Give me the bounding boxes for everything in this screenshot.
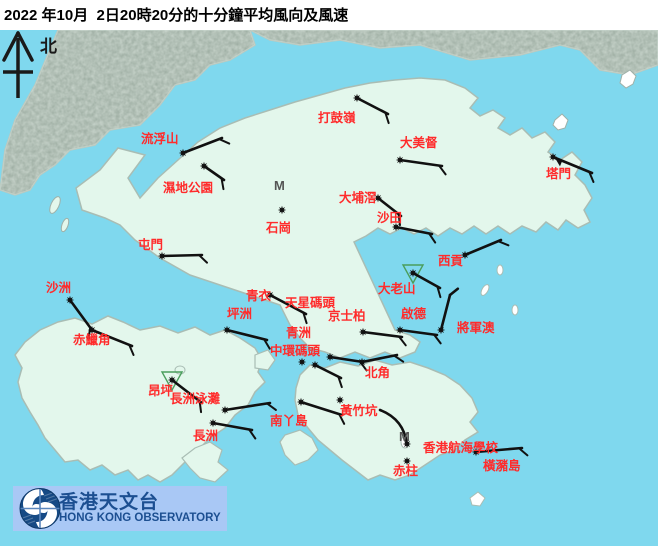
svg-text:塔門: 塔門 bbox=[546, 166, 571, 181]
svg-text:昂坪: 昂坪 bbox=[148, 383, 174, 398]
svg-text:屯門: 屯門 bbox=[138, 237, 163, 252]
svg-text:將軍澳: 將軍澳 bbox=[457, 320, 495, 335]
svg-text:青衣: 青衣 bbox=[246, 288, 272, 303]
svg-text:M: M bbox=[399, 429, 410, 444]
svg-text:赤柱: 赤柱 bbox=[393, 463, 419, 478]
svg-text:M: M bbox=[274, 178, 285, 193]
svg-text:啟德: 啟德 bbox=[401, 306, 427, 321]
svg-text:流浮山: 流浮山 bbox=[141, 131, 179, 146]
svg-text:大老山: 大老山 bbox=[378, 281, 416, 296]
svg-text:中環碼頭: 中環碼頭 bbox=[270, 343, 321, 358]
svg-text:橫瀦島: 橫瀦島 bbox=[483, 458, 521, 473]
svg-text:天星碼頭: 天星碼頭 bbox=[285, 295, 336, 310]
svg-text:長洲: 長洲 bbox=[193, 428, 218, 443]
svg-text:石崗: 石崗 bbox=[265, 220, 291, 235]
svg-text:沙田: 沙田 bbox=[377, 211, 402, 225]
svg-text:西貢: 西貢 bbox=[438, 254, 464, 268]
svg-text:大埔滘: 大埔滘 bbox=[339, 190, 377, 205]
svg-text:濕地公園: 濕地公園 bbox=[163, 180, 213, 195]
svg-text:南丫島: 南丫島 bbox=[270, 413, 308, 428]
svg-text:赤鱲角: 赤鱲角 bbox=[73, 332, 111, 347]
svg-text:青洲: 青洲 bbox=[286, 325, 311, 340]
svg-text:大美督: 大美督 bbox=[400, 135, 438, 150]
svg-text:京士柏: 京士柏 bbox=[328, 308, 366, 323]
svg-text:沙洲: 沙洲 bbox=[46, 281, 71, 295]
svg-text:黃竹坑: 黃竹坑 bbox=[339, 403, 378, 418]
svg-text:北角: 北角 bbox=[365, 365, 390, 380]
svg-text:坪洲: 坪洲 bbox=[227, 307, 252, 321]
svg-text:香港航海學校: 香港航海學校 bbox=[422, 440, 499, 455]
svg-text:打鼓嶺: 打鼓嶺 bbox=[318, 110, 356, 125]
svg-text:長洲泳灘: 長洲泳灘 bbox=[170, 391, 221, 406]
svg-text:北: 北 bbox=[40, 37, 57, 56]
